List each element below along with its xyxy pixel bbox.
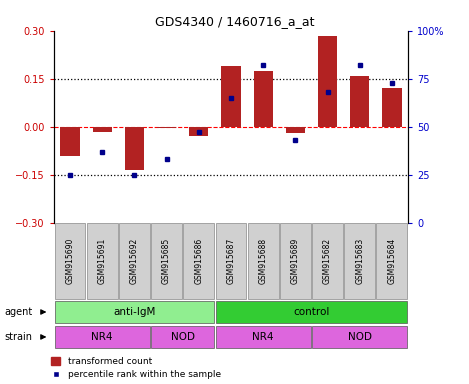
Legend: transformed count, percentile rank within the sample: transformed count, percentile rank withi… [52, 357, 221, 379]
Bar [216, 223, 246, 299]
Text: GSM915689: GSM915689 [291, 238, 300, 284]
Text: GSM915686: GSM915686 [194, 238, 203, 284]
Text: GSM915684: GSM915684 [387, 238, 396, 284]
Bar [286, 127, 305, 133]
Text: GSM915690: GSM915690 [66, 238, 75, 284]
Bar [183, 223, 214, 299]
Bar [344, 223, 375, 299]
Bar [377, 223, 408, 299]
Bar [125, 127, 144, 170]
Bar [312, 223, 343, 299]
Text: GSM915682: GSM915682 [323, 238, 332, 284]
Text: control: control [293, 307, 330, 317]
Bar [54, 326, 150, 348]
Bar [280, 223, 311, 299]
Bar [221, 66, 241, 127]
Bar [312, 326, 408, 348]
Text: GSM915688: GSM915688 [259, 238, 268, 284]
Bar [151, 326, 214, 348]
Text: NR4: NR4 [91, 332, 113, 342]
Text: GSM915687: GSM915687 [227, 238, 235, 284]
Text: NOD: NOD [171, 332, 195, 342]
Text: anti-IgM: anti-IgM [113, 307, 156, 317]
Bar [216, 326, 311, 348]
Bar [61, 127, 80, 156]
Bar [318, 36, 337, 127]
Bar [87, 223, 118, 299]
Bar [254, 71, 273, 127]
Bar [216, 301, 408, 323]
Text: GSM915683: GSM915683 [355, 238, 364, 284]
Text: NOD: NOD [348, 332, 372, 342]
Bar [119, 223, 150, 299]
Bar [248, 223, 279, 299]
Bar [151, 223, 182, 299]
Bar [382, 88, 401, 127]
Text: agent: agent [5, 307, 33, 317]
Bar [350, 76, 370, 127]
Text: GSM915692: GSM915692 [130, 238, 139, 284]
Bar [157, 127, 176, 128]
Bar [54, 223, 85, 299]
Text: GDS4340 / 1460716_a_at: GDS4340 / 1460716_a_at [155, 15, 314, 28]
Text: GSM915691: GSM915691 [98, 238, 107, 284]
Bar [92, 127, 112, 132]
Bar [54, 301, 214, 323]
Text: NR4: NR4 [252, 332, 274, 342]
Text: strain: strain [5, 332, 33, 342]
Bar [189, 127, 208, 136]
Text: GSM915685: GSM915685 [162, 238, 171, 284]
